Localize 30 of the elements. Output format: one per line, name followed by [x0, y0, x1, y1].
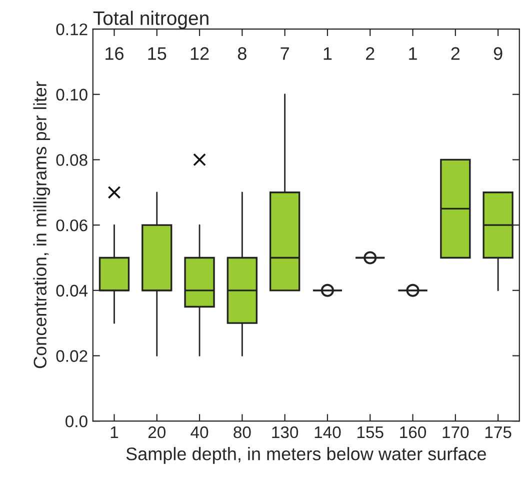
x-tick-label: 160 [400, 426, 426, 438]
x-tick-label: 40 [190, 426, 208, 438]
x-tick-label: 155 [357, 426, 384, 438]
x-axis-title: Sample depth, in meters below water surface [126, 447, 486, 464]
x-tick-label: 80 [234, 426, 251, 438]
y-tick-label: 0.08 [56, 154, 88, 166]
y-tick-label: 0.02 [56, 350, 88, 362]
x-tick-label: 140 [314, 426, 341, 438]
x-tick-label: 175 [485, 426, 512, 438]
annotation: 15 [148, 47, 166, 60]
annotation: 9 [494, 47, 502, 60]
y-tick-label: 0.0 [66, 415, 88, 428]
annotation: 1 [409, 47, 417, 60]
annotation: 2 [366, 47, 374, 60]
x-tick-label: 170 [442, 426, 469, 438]
y-tick-label: 0.12 [56, 23, 88, 36]
annotation: 12 [190, 47, 209, 60]
chart-title: Total nitrogen [93, 10, 208, 29]
y-tick-label: 0.10 [56, 88, 88, 101]
x-tick-label: 1 [110, 426, 118, 438]
y-tick-label: 0.06 [56, 219, 88, 232]
x-tick-label: 20 [148, 426, 166, 438]
x-tick-label: 130 [272, 426, 298, 438]
annotation: 2 [451, 47, 460, 60]
annotation: 8 [238, 47, 246, 60]
annotation: 1 [324, 47, 332, 60]
annotation: 7 [280, 47, 289, 60]
y-axis-title: Concentration, in milligrams per liter [33, 81, 50, 368]
annotation: 16 [106, 47, 124, 60]
y-tick-label: 0.04 [56, 284, 88, 297]
